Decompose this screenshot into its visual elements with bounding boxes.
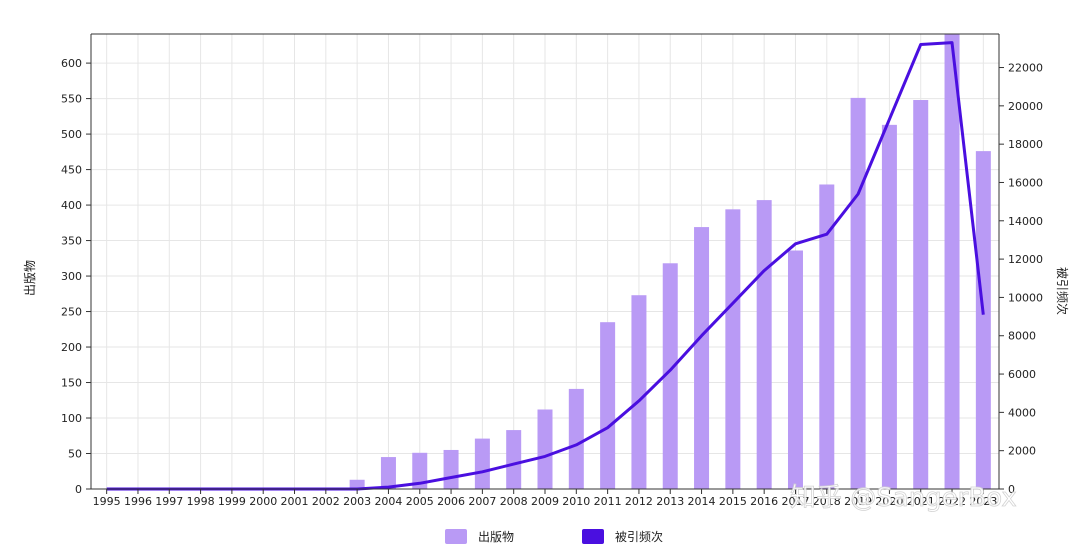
y-right-tick-label: 18000 [1008, 138, 1043, 151]
bar[interactable] [662, 263, 678, 489]
y-left-tick-label: 350 [61, 235, 82, 248]
bar[interactable] [631, 295, 647, 489]
bar[interactable] [975, 151, 991, 489]
x-tick-label: 2020 [875, 495, 903, 508]
y-right-tick-label: 6000 [1008, 368, 1036, 381]
bar[interactable] [537, 409, 553, 489]
x-tick-label: 2009 [531, 495, 559, 508]
bar[interactable] [725, 209, 741, 489]
watermark-text: 知乎 @SangerBox [790, 483, 1017, 513]
y-right-tick-label: 4000 [1008, 406, 1036, 419]
y-left-tick-label: 250 [61, 306, 82, 319]
x-tick-label: 2011 [594, 495, 622, 508]
x-tick-label: 2018 [813, 495, 841, 508]
x-tick-label: 2012 [625, 495, 653, 508]
x-tick-label: 2015 [719, 495, 747, 508]
legend-item-publications[interactable]: 出版物 [445, 529, 514, 544]
x-axis-ticks: 1995 1996 1997 1998 1999 2000 2001 2002 2003 2004… [93, 489, 997, 508]
x-tick-label: 2013 [656, 495, 684, 508]
bar[interactable] [443, 449, 459, 489]
y-right-tick-label: 20000 [1008, 100, 1043, 113]
y-right-tick-label: 16000 [1008, 176, 1043, 189]
x-tick-label: 2008 [500, 495, 528, 508]
x-tick-label: 2019 [844, 495, 872, 508]
bar[interactable] [380, 457, 396, 489]
bar[interactable] [474, 438, 490, 489]
bar[interactable] [756, 200, 772, 489]
x-tick-label: 1995 [93, 495, 121, 508]
x-tick-label: 1999 [218, 495, 246, 508]
x-tick-label: 2007 [468, 495, 496, 508]
bar[interactable] [881, 124, 897, 489]
x-tick-label: 2006 [437, 495, 465, 508]
bar[interactable] [787, 250, 803, 489]
bar[interactable] [944, 34, 960, 489]
x-tick-label: 2002 [312, 495, 340, 508]
x-tick-label: 2005 [406, 495, 434, 508]
bar[interactable] [349, 479, 365, 489]
y-left-tick-label: 100 [61, 412, 82, 425]
y-axis-left-title: 出版物 [23, 260, 37, 296]
x-tick-label: 1998 [187, 495, 215, 508]
legend-label-citations: 被引频次 [615, 530, 663, 544]
bar[interactable] [412, 452, 428, 489]
x-tick-label: 2022 [938, 495, 966, 508]
y-right-tick-label: 12000 [1008, 253, 1043, 266]
y-axis-left-ticks: 0 50 100 150 200 250 300 350 400 450 500 550 600 [61, 57, 91, 496]
y-left-tick-label: 200 [61, 341, 82, 354]
x-tick-label: 1996 [124, 495, 152, 508]
bar[interactable] [913, 100, 929, 489]
y-left-tick-label: 500 [61, 128, 82, 141]
x-tick-label: 1997 [155, 495, 183, 508]
y-axis-right-title: 被引频次 [1055, 267, 1069, 315]
x-tick-label: 2023 [969, 495, 997, 508]
y-left-tick-label: 0 [75, 483, 82, 496]
y-right-tick-label: 0 [1008, 483, 1015, 496]
x-tick-label: 2016 [750, 495, 778, 508]
legend-item-citations[interactable]: 被引频次 [582, 529, 663, 544]
y-left-tick-label: 50 [68, 448, 82, 461]
x-tick-label: 2014 [688, 495, 716, 508]
bar[interactable] [694, 227, 710, 490]
legend-swatch-publications [445, 529, 467, 544]
y-right-tick-label: 2000 [1008, 445, 1036, 458]
x-tick-label: 2003 [343, 495, 371, 508]
bar[interactable] [600, 322, 616, 489]
bars-series-publications [349, 34, 991, 490]
x-tick-label: 2010 [562, 495, 590, 508]
y-left-tick-label: 600 [61, 57, 82, 70]
y-axis-right-ticks: 0 2000 4000 6000 8000 10000 12000 14000 16000 180… [999, 62, 1043, 496]
x-tick-label: 2004 [374, 495, 402, 508]
x-tick-label: 2017 [781, 495, 809, 508]
y-left-tick-label: 450 [61, 164, 82, 177]
y-right-tick-label: 22000 [1008, 62, 1043, 75]
y-right-tick-label: 8000 [1008, 330, 1036, 343]
legend-label-publications: 出版物 [478, 530, 514, 544]
bar[interactable] [819, 184, 835, 489]
y-right-tick-label: 14000 [1008, 215, 1043, 228]
y-left-tick-label: 150 [61, 377, 82, 390]
legend-swatch-citations [582, 529, 604, 544]
bar[interactable] [568, 388, 584, 489]
bar[interactable] [850, 97, 866, 489]
x-tick-label: 2001 [281, 495, 309, 508]
x-tick-label: 2021 [907, 495, 935, 508]
legend: 出版物 被引频次 [445, 529, 663, 544]
x-tick-label: 2000 [249, 495, 277, 508]
y-left-tick-label: 300 [61, 270, 82, 283]
y-left-tick-label: 400 [61, 199, 82, 212]
bar[interactable] [506, 430, 522, 489]
y-left-tick-label: 550 [61, 93, 82, 106]
y-right-tick-label: 10000 [1008, 291, 1043, 304]
